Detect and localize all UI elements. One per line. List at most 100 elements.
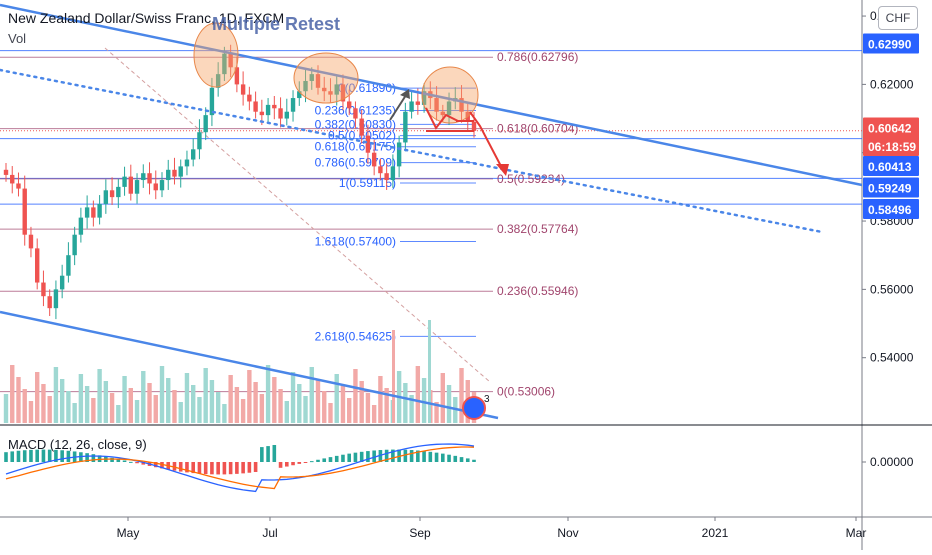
candle-body: [78, 217, 84, 235]
volume-bar: [191, 385, 196, 423]
upper-trendline: [0, 3, 863, 187]
price-badge-label: 06:18:59: [868, 140, 916, 154]
volume-bar: [22, 389, 27, 423]
volume-label[interactable]: Vol: [8, 31, 27, 46]
fib-left-label: 0.618(0.60175): [315, 140, 396, 154]
macd-histogram-bar: [384, 449, 389, 462]
macd-histogram-bar: [447, 454, 451, 462]
volume-bar: [128, 388, 133, 423]
macd-signal-line: [5, 446, 475, 490]
candle-body: [415, 101, 421, 105]
macd-histogram-bar: [241, 462, 245, 474]
price-badge: [863, 156, 919, 176]
annotation-text[interactable]: Multiple Retest: [212, 14, 341, 34]
macd-histogram-bar: [178, 462, 183, 472]
macd-histogram-bar: [141, 462, 146, 465]
volume-bar: [415, 366, 421, 423]
candle-body: [103, 190, 109, 204]
price-tick-label: 0.54000: [870, 351, 914, 365]
candle-body: [134, 180, 140, 194]
volume-bar: [315, 379, 321, 423]
currency-button[interactable]: CHF: [878, 6, 918, 30]
macd-histogram-bar: [372, 450, 376, 462]
candle-body: [159, 180, 165, 191]
macd-histogram-bar: [341, 454, 345, 462]
candle-body: [215, 74, 221, 88]
candle-body: [228, 53, 233, 68]
candles: [3, 44, 477, 320]
macd-histogram-bar: [197, 462, 202, 474]
macd-histogram-bar: [16, 450, 21, 462]
volume-bar: [322, 391, 327, 423]
candle-body: [28, 234, 34, 249]
macd-histogram-bar: [416, 450, 420, 462]
volume-bar: [91, 398, 96, 423]
candle-body: [247, 94, 252, 102]
candle-body: [197, 132, 202, 150]
macd-histogram-bar: [135, 462, 139, 464]
volume-bars: [3, 320, 477, 423]
volume-bar: [203, 368, 208, 423]
drawings[interactable]: 3: [0, 3, 863, 420]
fib-right-label: 0(0.53006): [497, 385, 555, 399]
dotted-trendline: [0, 68, 824, 234]
macd-label[interactable]: MACD (12, 26, close, 9): [8, 437, 147, 452]
time-label: Sep: [409, 526, 431, 540]
macd-histogram-bar: [428, 451, 433, 462]
candle-body: [403, 111, 408, 143]
volume-bar: [35, 372, 40, 423]
volume-bar: [392, 330, 395, 423]
candle-body: [153, 183, 158, 191]
price-tick-label: 0.62000: [870, 77, 914, 91]
macd-histogram-bar: [66, 450, 71, 462]
macd-histogram-bar: [403, 449, 408, 462]
candle-body: [41, 282, 46, 297]
red-arrow: [469, 111, 504, 171]
volume-bar: [240, 399, 246, 423]
volume-bar: [353, 369, 358, 423]
volume-bar: [259, 394, 265, 423]
macd-histogram-bar: [60, 450, 64, 462]
macd-histogram-bar: [272, 444, 277, 462]
volume-bar: [10, 365, 15, 423]
candle-body: [471, 121, 477, 131]
red-zigzag: [425, 107, 459, 130]
macd-histogram-bar: [116, 459, 121, 462]
volume-bar: [184, 373, 190, 423]
macd-histogram-bar: [153, 462, 158, 468]
macd-histogram-bar: [222, 462, 227, 475]
macd-histogram-bar: [353, 452, 358, 462]
macd-histogram-bar: [247, 462, 252, 473]
time-label: May: [117, 526, 140, 540]
macd-histogram-bar: [203, 462, 208, 475]
macd-histogram-bar: [4, 452, 8, 462]
volume-bar: [290, 372, 296, 423]
macd-histogram-bar: [322, 458, 327, 462]
horizontal-levels: [0, 50, 862, 205]
macd-histogram-bar: [216, 462, 220, 475]
candle-body: [434, 98, 439, 112]
price-badge: [863, 33, 919, 54]
macd-histogram-bar: [278, 462, 283, 468]
candle-body: [353, 108, 358, 119]
macd-histogram-bar: [35, 449, 39, 462]
candle-body: [309, 74, 314, 81]
symbol-title[interactable]: New Zealand Dollar/Swiss Franc, 1D, FXCM: [8, 10, 285, 26]
candle-body: [10, 174, 15, 184]
candle-body: [371, 152, 377, 167]
volume-bar: [28, 401, 34, 423]
fib-left-label: 1.618(0.57400): [315, 235, 396, 249]
volume-bar: [3, 394, 9, 423]
macd-histogram-bar: [441, 453, 445, 462]
volume-bar: [172, 390, 177, 423]
candle-body: [259, 111, 265, 116]
macd-histogram-bar: [285, 462, 289, 467]
highlight-ellipse: [421, 66, 479, 124]
price-badge: [863, 136, 919, 156]
macd-histogram-bar: [228, 462, 233, 475]
macd-histogram-bar: [303, 462, 308, 463]
fib-retracement-right[interactable]: 0.786(0.62796) 0.618(0.60704) 0.5(0.59234)…: [0, 47, 578, 399]
alert-count: 3: [484, 394, 490, 405]
